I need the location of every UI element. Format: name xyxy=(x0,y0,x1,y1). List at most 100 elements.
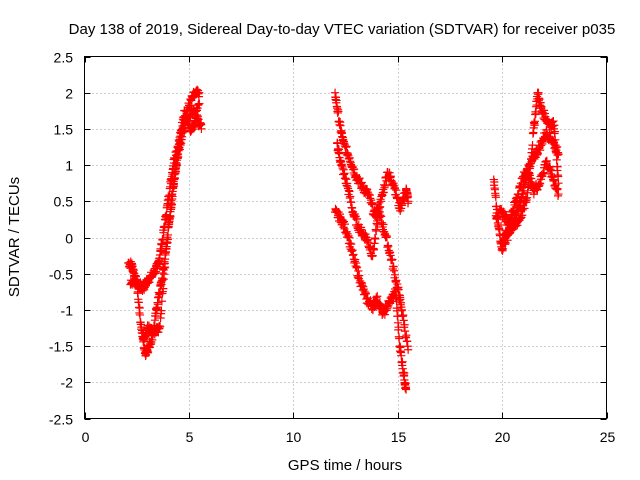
data-point xyxy=(506,214,515,224)
data-point xyxy=(553,184,562,193)
data-point xyxy=(377,212,386,221)
y-tick-label: 2.5 xyxy=(54,50,74,66)
data-point xyxy=(373,292,382,301)
data-point xyxy=(352,262,362,272)
data-point xyxy=(552,155,561,164)
x-tick-labels: 0 5 10 15 20 25 xyxy=(82,429,616,445)
data-point xyxy=(398,357,407,366)
data-point xyxy=(352,214,362,223)
data-point xyxy=(390,266,399,275)
data-point xyxy=(160,262,170,272)
y-tick-label: -2.5 xyxy=(49,412,73,428)
grid xyxy=(84,56,607,419)
data-point xyxy=(153,300,162,309)
data-point xyxy=(550,127,559,136)
data-point xyxy=(394,323,403,332)
data-point xyxy=(549,116,558,126)
data-point xyxy=(554,189,563,199)
data-point xyxy=(368,199,377,208)
data-point xyxy=(334,107,343,116)
data-point xyxy=(552,146,561,155)
data-point xyxy=(509,206,518,215)
chart-title: Day 138 of 2019, Sidereal Day-to-day VTE… xyxy=(69,21,616,38)
data-point xyxy=(524,182,533,191)
y-tick-label: -1 xyxy=(61,303,74,319)
data-point xyxy=(392,297,401,306)
data-point xyxy=(157,297,167,306)
data-point xyxy=(173,149,183,159)
data-point xyxy=(517,182,526,191)
data-point xyxy=(539,106,549,115)
data-point xyxy=(400,368,409,378)
data-point xyxy=(542,156,551,165)
x-tick-label: 15 xyxy=(391,429,407,445)
axis-ticks xyxy=(84,56,608,420)
data-point xyxy=(401,385,411,394)
data-point xyxy=(528,140,537,150)
y-tick-label: -2 xyxy=(61,375,74,391)
data-point xyxy=(372,226,381,236)
data-point xyxy=(133,287,142,296)
x-tick-label: 20 xyxy=(495,429,511,445)
y-tick-label: 2 xyxy=(65,86,73,102)
x-tick-label: 0 xyxy=(82,429,90,445)
data-point xyxy=(531,109,540,118)
data-point xyxy=(382,232,392,242)
y-tick-label: 0 xyxy=(65,231,73,247)
data-points xyxy=(124,85,563,394)
data-point xyxy=(354,266,363,276)
data-point xyxy=(159,284,168,293)
x-tick-label: 5 xyxy=(186,429,194,445)
y-tick-label: -0.5 xyxy=(49,267,73,283)
data-point xyxy=(178,121,187,131)
data-point xyxy=(166,207,175,216)
data-point xyxy=(392,186,401,195)
data-point xyxy=(345,233,354,242)
data-point xyxy=(530,117,540,126)
data-point xyxy=(175,139,184,148)
y-tick-labels: -2.5 -2 -1.5 -1 -0.5 0 0.5 1 1.5 2 2.5 xyxy=(49,50,73,428)
data-point xyxy=(554,172,563,181)
data-point xyxy=(392,276,401,285)
data-point xyxy=(379,188,388,197)
data-point xyxy=(397,351,406,360)
data-point xyxy=(393,311,402,321)
x-tick-label: 25 xyxy=(600,429,616,445)
y-tick-label: 0.5 xyxy=(54,194,74,210)
y-axis-label: SDTVAR / TECUs xyxy=(6,177,23,297)
data-point xyxy=(333,138,342,147)
data-point xyxy=(158,275,167,285)
data-point xyxy=(514,190,523,199)
y-tick-label: 1 xyxy=(65,158,73,174)
data-point xyxy=(135,303,144,313)
data-point xyxy=(368,251,377,260)
data-point xyxy=(347,240,356,249)
data-point xyxy=(195,88,204,97)
data-point xyxy=(404,197,413,206)
data-point xyxy=(163,234,172,244)
data-point xyxy=(536,146,545,155)
data-point xyxy=(380,310,389,319)
data-point xyxy=(151,311,160,321)
y-tick-label: -1.5 xyxy=(49,339,73,355)
plot-frame xyxy=(84,56,607,419)
data-point xyxy=(554,150,563,159)
data-point xyxy=(379,220,388,229)
data-point xyxy=(351,255,360,264)
data-point xyxy=(156,322,165,331)
x-axis-label: GPS time / hours xyxy=(288,457,402,474)
data-point xyxy=(345,187,354,196)
data-point xyxy=(340,220,350,229)
data-point xyxy=(342,142,351,151)
data-point xyxy=(399,316,408,325)
data-point xyxy=(491,193,500,202)
data-point xyxy=(371,234,380,244)
y-tick-label: 1.5 xyxy=(54,122,74,138)
data-point xyxy=(169,179,179,188)
data-point xyxy=(172,159,181,169)
data-point xyxy=(197,124,206,133)
data-point xyxy=(195,99,204,108)
data-point xyxy=(162,244,171,253)
data-point xyxy=(135,310,145,320)
